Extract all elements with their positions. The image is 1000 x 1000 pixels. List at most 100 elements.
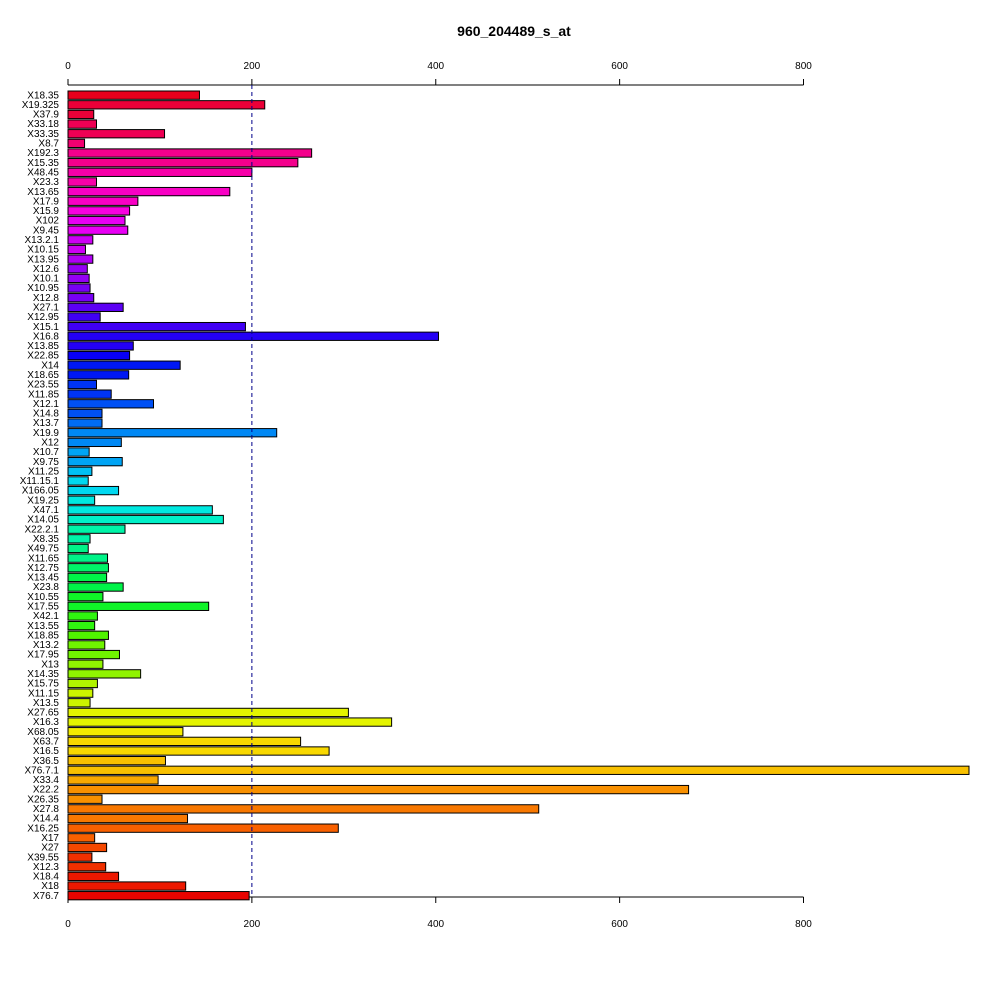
bar (67, 601, 210, 611)
category-label: X14.35 (27, 669, 59, 680)
category-label: X14.4 (33, 814, 60, 825)
bar (67, 283, 91, 293)
bar (67, 620, 96, 631)
category-label: X17.9 (33, 196, 60, 207)
category-label: X13.7 (33, 418, 60, 429)
category-label: X12 (41, 438, 59, 449)
bar (67, 408, 103, 419)
category-label: X12.3 (33, 862, 60, 873)
tick-label: 0 (65, 61, 71, 72)
category-label: X16.5 (33, 746, 60, 757)
bar (67, 524, 126, 534)
bar (67, 360, 181, 370)
category-label: X13.95 (27, 254, 59, 265)
category-label: X10.55 (27, 592, 59, 603)
bar (67, 756, 166, 766)
category-label: X9.45 (33, 225, 60, 236)
category-label: X13 (41, 659, 59, 670)
bar (67, 90, 200, 100)
category-label: X13.55 (27, 621, 59, 632)
bar (67, 871, 120, 882)
category-label: X10.15 (27, 245, 59, 256)
category-label: X18 (41, 881, 59, 892)
tick-label: 400 (427, 61, 444, 72)
tick-label: 0 (65, 919, 71, 930)
category-label: X12.95 (27, 312, 59, 323)
bar (67, 466, 93, 476)
bar (67, 582, 124, 592)
bar (67, 177, 98, 187)
category-label: X18.4 (33, 872, 60, 883)
category-label: X22.85 (27, 351, 59, 362)
category-label: X10.7 (33, 447, 60, 458)
category-label: X15.1 (33, 322, 60, 333)
bar (67, 119, 98, 129)
category-label: X14.05 (27, 515, 59, 526)
bar (67, 244, 86, 255)
category-label: X76.7.1 (25, 765, 60, 776)
bar (67, 302, 124, 312)
category-label: X33.35 (27, 129, 59, 140)
category-label: X63.7 (33, 737, 60, 748)
bar (67, 611, 98, 621)
category-label: X76.7 (33, 891, 60, 902)
category-label: X11.15.1 (20, 476, 60, 487)
category-labels: X18.35X19.325X37.9X33.18X33.35X8.7X192.3… (20, 90, 60, 902)
tick-label: 800 (795, 919, 812, 930)
category-label: X48.45 (27, 167, 59, 178)
tick-label: 600 (611, 61, 628, 72)
tick-label: 600 (611, 919, 628, 930)
bar (67, 707, 349, 718)
bar (67, 649, 120, 660)
category-label: X17.55 (27, 601, 59, 612)
category-label: X18.85 (27, 630, 59, 641)
category-label: X33.18 (27, 119, 59, 130)
bar (67, 534, 91, 544)
category-label: X27 (41, 843, 59, 854)
bar (67, 167, 253, 177)
bar (67, 109, 95, 120)
category-label: X11.65 (28, 553, 59, 564)
category-label: X12.1 (33, 399, 60, 410)
category-label: X23.8 (33, 582, 60, 593)
bar (67, 215, 126, 226)
category-label: X102 (36, 216, 60, 227)
bar (67, 717, 393, 727)
bar (67, 804, 540, 814)
bar (67, 341, 134, 351)
category-label: X19.9 (33, 428, 60, 439)
bar (67, 630, 109, 640)
category-label: X13.85 (27, 341, 59, 352)
category-label: X19.25 (27, 495, 59, 506)
bar (67, 765, 970, 775)
category-label: X12.8 (33, 293, 60, 304)
category-label: X17.95 (27, 650, 59, 661)
bar (67, 206, 131, 216)
bar (67, 225, 129, 235)
bar (67, 563, 109, 573)
bar (67, 669, 142, 679)
category-label: X23.55 (27, 380, 59, 391)
category-label: X19.325 (22, 100, 60, 111)
category-label: X47.1 (33, 505, 60, 516)
bar (67, 572, 108, 583)
category-label: X10.95 (27, 283, 59, 294)
category-label: X23.3 (33, 177, 60, 188)
top-axis: 0 200 400 600 800 (65, 61, 812, 86)
bar (67, 457, 123, 467)
category-label: X22.2.1 (25, 524, 60, 535)
category-label: X16.3 (33, 717, 60, 728)
bar (67, 129, 166, 139)
bar (67, 485, 120, 496)
bar (67, 273, 90, 284)
bar (67, 727, 184, 737)
bar (67, 100, 266, 110)
category-label: X22.2 (33, 785, 60, 796)
bar (67, 293, 95, 303)
category-label: X8.35 (33, 534, 60, 545)
bar (67, 370, 130, 380)
category-label: X42.1 (33, 611, 60, 622)
category-label: X36.5 (33, 756, 60, 767)
bar (67, 514, 224, 525)
bar (67, 379, 98, 390)
